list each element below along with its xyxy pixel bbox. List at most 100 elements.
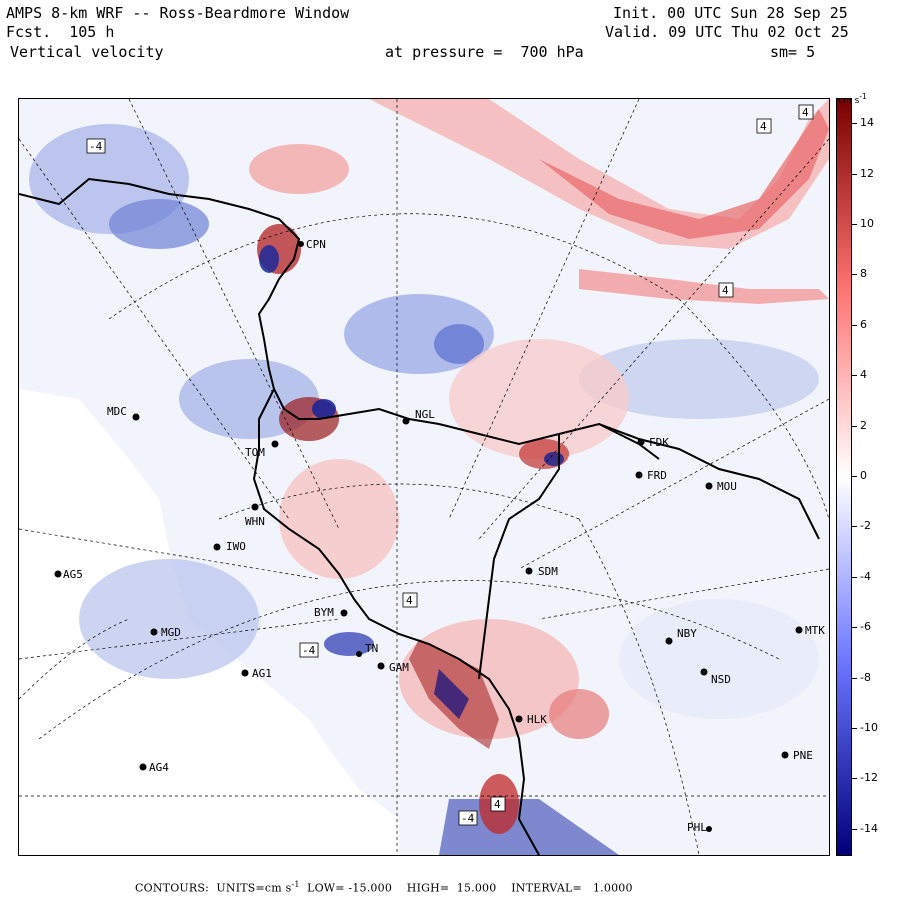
svg-text:MGD: MGD [161,626,181,639]
colorbar-tick-label: -2 [860,519,871,533]
positive-band [369,99,829,249]
colorbar-tick [852,476,857,477]
model-title: AMPS 8-km WRF -- Ross-Beardmore Window [6,4,350,22]
station-frd: FRD [635,469,667,482]
pressure-level: at pressure = 700 hPa [385,43,584,61]
colorbar-tick [852,173,857,175]
colorbar-tick-label: -8 [860,670,871,684]
svg-text:TOM: TOM [245,446,265,459]
station-nby: NBY [665,627,697,645]
contour-high: HIGH= 15.000 [392,881,497,895]
svg-text:PHL: PHL [687,821,707,834]
station-pne: PNE [781,749,813,762]
colorbar-tick [852,677,857,679]
negative-core-nw [109,199,209,249]
station-ag1: AG1 [241,667,272,680]
station-sdm: SDM [525,565,558,578]
colorbar-tick [852,324,857,326]
svg-text:NGL: NGL [415,408,435,421]
contour-label: 4 [406,594,413,607]
station-ag4: AG4 [139,761,169,774]
colorbar-tick-label: -14 [860,821,878,835]
coastline [19,177,820,855]
svg-text:AG1: AG1 [252,667,272,680]
station-tn: TN [356,642,378,657]
contour-label-boxes [86,104,814,826]
colorbar-tick-label: 4 [860,368,867,382]
svg-text:IWO: IWO [226,540,246,553]
positive-core-south [549,689,609,739]
contour-label: -4 [89,140,103,153]
station-iwo: IWO [213,540,246,553]
station-whn: WHN [245,503,265,528]
valid-time: Valid. 09 UTC Thu 02 Oct 25 [605,23,849,41]
contour-label: 4 [760,120,767,133]
colorbar-tick-label: 14 [860,116,874,130]
station-fdk: FDK [637,436,669,449]
contour-label: 4 [802,106,809,119]
positive-streak [579,269,829,304]
station-ag5: AG5 [54,568,83,581]
negative-patch-sw [79,559,259,679]
strong-positive-band [539,109,829,239]
station-hlk: HLK [515,713,547,726]
colorbar-tick [852,627,857,629]
svg-text:WHN: WHN [245,515,265,528]
colorbar-tick-label: -10 [860,721,878,734]
station-ngl: NGL [402,408,435,425]
smoothing-value: sm= 5 [770,43,816,61]
intense-down-cpn [259,245,279,273]
positive-patch-middle [279,459,399,579]
forecast-hour: Fcst. 105 h [6,23,115,41]
colorbar-tick [852,425,857,427]
colorbar-tick [852,526,857,528]
station-bym: BYM [314,606,348,619]
svg-text:AG4: AG4 [149,761,169,774]
station-mtk: MTK [795,624,825,637]
contour-interval: INTERVAL= 1.0000 [496,881,633,895]
svg-text:FDK: FDK [649,436,669,449]
contour-units-sup: -1 [291,880,300,889]
map-panel: -4 4 4 4 -4 -4 4 4 MDC NGL FDK FRD MOU T… [18,98,830,856]
graticule [19,99,829,855]
station-phl: PHL [687,821,712,834]
colorbar-tick-label: -12 [860,771,878,785]
colorbar-tick-label: 10 [860,217,874,230]
svg-text:CPN: CPN [306,238,326,251]
colorbar-tick [852,123,857,125]
vertical-velocity-map: -4 4 4 4 -4 -4 4 4 MDC NGL FDK FRD MOU T… [19,99,829,855]
svg-text:HLK: HLK [527,713,547,726]
colorbar-tick-label: -6 [860,620,871,634]
init-time: Init. 00 UTC Sun 28 Sep 25 [613,4,848,22]
station-gam: GAM [377,661,409,674]
colorbar-tick-label: -4 [860,569,871,583]
svg-text:BYM: BYM [314,606,334,619]
svg-text:MDC: MDC [107,405,127,418]
svg-text:FRD: FRD [647,469,667,482]
contour-units: CONTOURS: UNITS=cm s [135,881,292,895]
positive-patch-center [449,339,629,459]
svg-text:MTK: MTK [805,624,825,637]
positive-patch-north [249,144,349,194]
svg-text:AG5: AG5 [63,568,83,581]
colorbar-tick-label: 6 [860,317,867,331]
station-cpn: CPN [298,238,326,251]
colorbar-tick [852,828,857,830]
station-mdc: MDC [107,405,140,421]
station-mgd: MGD [150,626,181,639]
station-nsd: NSD [700,668,731,686]
svg-text:NSD: NSD [711,673,731,686]
svg-text:TN: TN [365,642,378,655]
colorbar-tick [852,274,857,276]
intense-down-tn [324,632,374,656]
colorbar-tick [852,778,857,780]
station-mou: MOU [705,480,737,493]
colorbar-unit: cm s-1 [838,92,867,106]
contour-label: 4 [494,798,501,811]
svg-text:NBY: NBY [677,627,697,640]
colorbar [836,98,852,856]
negative-patch-east [579,339,819,419]
colorbar-tick [852,375,857,377]
intense-down-south [434,669,469,719]
colorbar-tick-label: 12 [860,166,874,180]
